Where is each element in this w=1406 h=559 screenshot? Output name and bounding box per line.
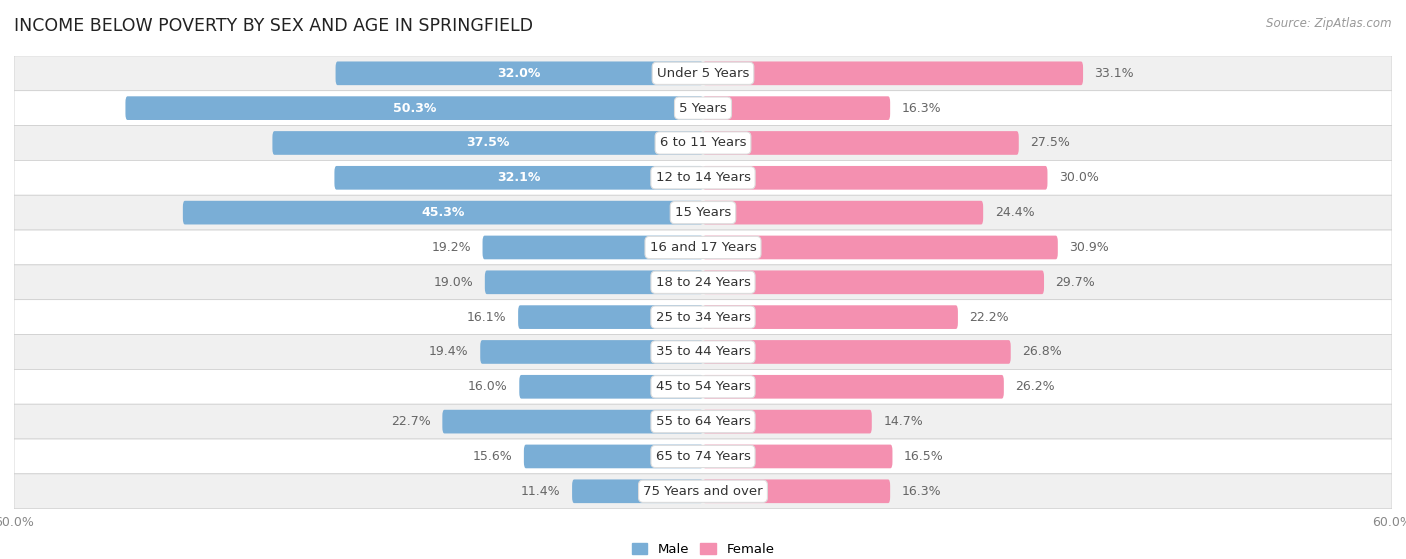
FancyBboxPatch shape — [703, 271, 1045, 294]
FancyBboxPatch shape — [14, 126, 1392, 160]
FancyBboxPatch shape — [14, 56, 1392, 91]
FancyBboxPatch shape — [273, 131, 703, 155]
FancyBboxPatch shape — [14, 439, 1392, 474]
Text: Under 5 Years: Under 5 Years — [657, 67, 749, 80]
FancyBboxPatch shape — [519, 375, 703, 399]
Text: 19.0%: 19.0% — [433, 276, 474, 289]
Text: 30.0%: 30.0% — [1059, 171, 1099, 184]
Text: 55 to 64 Years: 55 to 64 Years — [655, 415, 751, 428]
Legend: Male, Female: Male, Female — [626, 537, 780, 559]
Text: 32.1%: 32.1% — [498, 171, 540, 184]
FancyBboxPatch shape — [14, 404, 1392, 439]
Text: 16.1%: 16.1% — [467, 311, 506, 324]
Text: 22.2%: 22.2% — [969, 311, 1010, 324]
FancyBboxPatch shape — [703, 410, 872, 433]
FancyBboxPatch shape — [703, 305, 957, 329]
FancyBboxPatch shape — [14, 334, 1392, 369]
Text: 24.4%: 24.4% — [994, 206, 1035, 219]
Text: 12 to 14 Years: 12 to 14 Years — [655, 171, 751, 184]
FancyBboxPatch shape — [14, 160, 1392, 195]
Text: 37.5%: 37.5% — [465, 136, 509, 149]
Text: 18 to 24 Years: 18 to 24 Years — [655, 276, 751, 289]
FancyBboxPatch shape — [14, 369, 1392, 404]
Text: 16.5%: 16.5% — [904, 450, 943, 463]
Text: 30.9%: 30.9% — [1070, 241, 1109, 254]
Text: INCOME BELOW POVERTY BY SEX AND AGE IN SPRINGFIELD: INCOME BELOW POVERTY BY SEX AND AGE IN S… — [14, 17, 533, 35]
FancyBboxPatch shape — [703, 96, 890, 120]
FancyBboxPatch shape — [703, 375, 1004, 399]
Text: 75 Years and over: 75 Years and over — [643, 485, 763, 498]
FancyBboxPatch shape — [14, 265, 1392, 300]
FancyBboxPatch shape — [336, 61, 703, 85]
FancyBboxPatch shape — [482, 236, 703, 259]
Text: 65 to 74 Years: 65 to 74 Years — [655, 450, 751, 463]
FancyBboxPatch shape — [485, 271, 703, 294]
FancyBboxPatch shape — [443, 410, 703, 433]
FancyBboxPatch shape — [183, 201, 703, 225]
Text: 11.4%: 11.4% — [522, 485, 561, 498]
Text: 5 Years: 5 Years — [679, 102, 727, 115]
Text: 45.3%: 45.3% — [422, 206, 464, 219]
Text: 26.8%: 26.8% — [1022, 345, 1062, 358]
FancyBboxPatch shape — [703, 480, 890, 503]
Text: 22.7%: 22.7% — [391, 415, 430, 428]
FancyBboxPatch shape — [524, 444, 703, 468]
Text: 6 to 11 Years: 6 to 11 Years — [659, 136, 747, 149]
Text: 45 to 54 Years: 45 to 54 Years — [655, 380, 751, 394]
FancyBboxPatch shape — [14, 195, 1392, 230]
FancyBboxPatch shape — [335, 166, 703, 190]
Text: 32.0%: 32.0% — [498, 67, 541, 80]
Text: 35 to 44 Years: 35 to 44 Years — [655, 345, 751, 358]
Text: 16.3%: 16.3% — [901, 102, 941, 115]
FancyBboxPatch shape — [703, 131, 1019, 155]
FancyBboxPatch shape — [14, 91, 1392, 126]
FancyBboxPatch shape — [519, 305, 703, 329]
FancyBboxPatch shape — [703, 166, 1047, 190]
Text: Source: ZipAtlas.com: Source: ZipAtlas.com — [1267, 17, 1392, 30]
FancyBboxPatch shape — [481, 340, 703, 364]
Text: 19.4%: 19.4% — [429, 345, 468, 358]
Text: 50.3%: 50.3% — [392, 102, 436, 115]
Text: 33.1%: 33.1% — [1094, 67, 1135, 80]
FancyBboxPatch shape — [14, 474, 1392, 509]
FancyBboxPatch shape — [14, 300, 1392, 334]
Text: 25 to 34 Years: 25 to 34 Years — [655, 311, 751, 324]
Text: 16 and 17 Years: 16 and 17 Years — [650, 241, 756, 254]
FancyBboxPatch shape — [703, 340, 1011, 364]
Text: 15.6%: 15.6% — [472, 450, 512, 463]
Text: 14.7%: 14.7% — [883, 415, 922, 428]
FancyBboxPatch shape — [703, 61, 1083, 85]
Text: 16.3%: 16.3% — [901, 485, 941, 498]
FancyBboxPatch shape — [703, 444, 893, 468]
Text: 16.0%: 16.0% — [468, 380, 508, 394]
FancyBboxPatch shape — [14, 230, 1392, 265]
FancyBboxPatch shape — [703, 236, 1057, 259]
FancyBboxPatch shape — [572, 480, 703, 503]
Text: 19.2%: 19.2% — [432, 241, 471, 254]
FancyBboxPatch shape — [703, 201, 983, 225]
Text: 15 Years: 15 Years — [675, 206, 731, 219]
FancyBboxPatch shape — [125, 96, 703, 120]
Text: 27.5%: 27.5% — [1031, 136, 1070, 149]
Text: 29.7%: 29.7% — [1056, 276, 1095, 289]
Text: 26.2%: 26.2% — [1015, 380, 1054, 394]
